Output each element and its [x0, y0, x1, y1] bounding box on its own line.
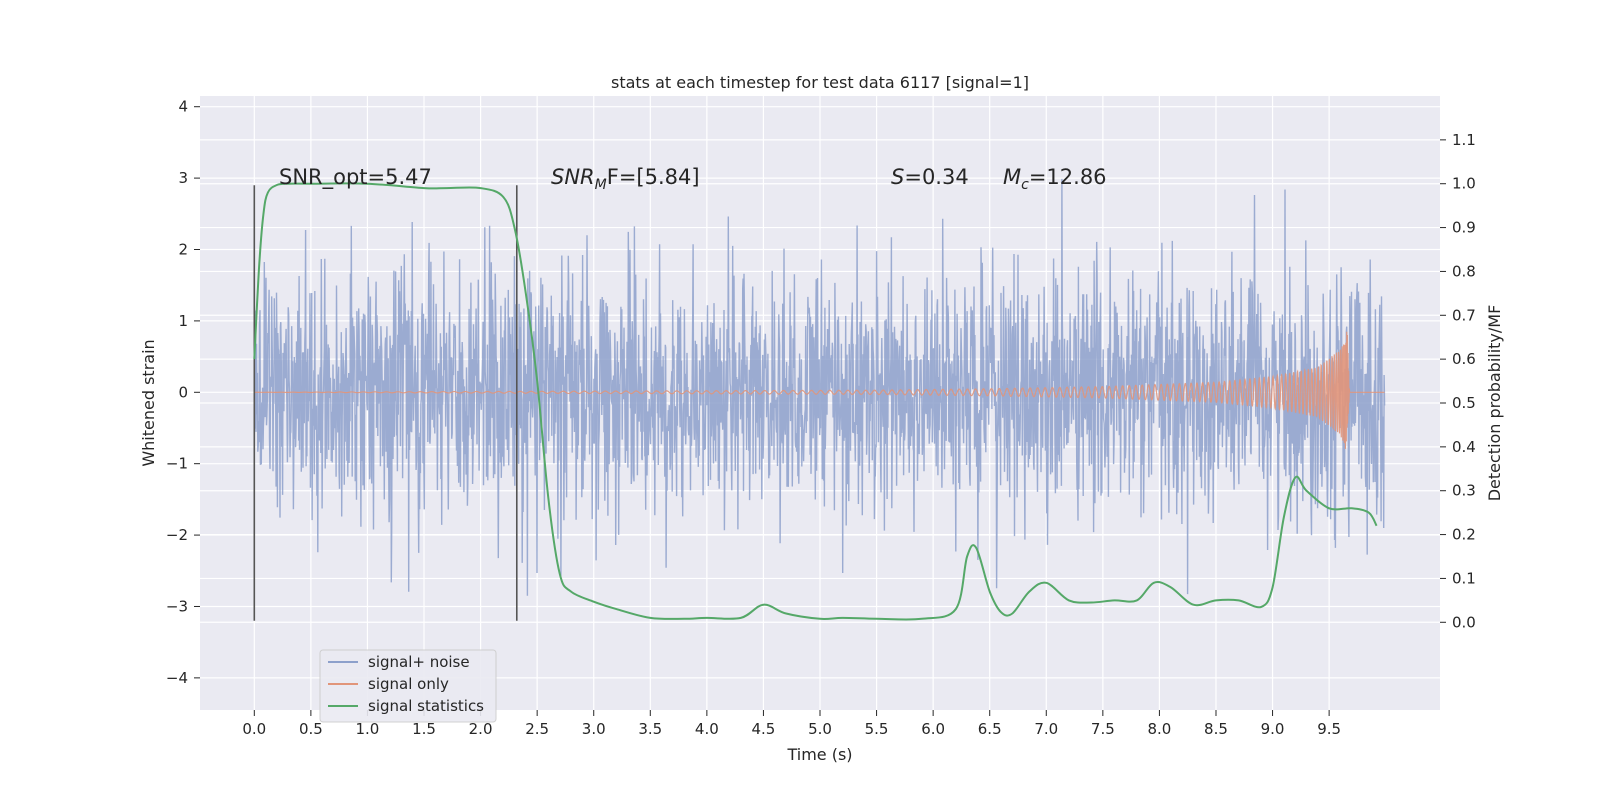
signal-statistics-line: [253, 182, 1378, 621]
y-tick-label-left: −3: [166, 597, 188, 615]
y-tick-label-left: 1: [178, 312, 188, 330]
y-tick-label-left: 4: [178, 98, 188, 116]
annotation-snr-mf-sub: M: [595, 177, 607, 193]
y-tick-label-left: 3: [178, 169, 188, 187]
chart-title: stats at each timestep for test data 611…: [611, 73, 1029, 92]
annotation-mc: Mc=12.86: [1003, 165, 1107, 193]
x-tick-label: 0.5: [299, 720, 323, 738]
annotation-mc-rest: =12.86: [1029, 165, 1107, 189]
x-tick-label: 5.5: [865, 720, 889, 738]
y-tick-label-left: 2: [178, 241, 188, 259]
y-tick-label-right: 0.2: [1452, 526, 1476, 544]
y-tick-label-right: 0.4: [1452, 438, 1476, 456]
x-tick-label: 4.0: [695, 720, 719, 738]
y-tick-label-right: 1.1: [1452, 131, 1476, 149]
annotation-snr-mf-rest: F=[5.84]: [607, 165, 700, 189]
legend-label-signal-statistics: signal statistics: [368, 697, 484, 715]
annotation-s-var: S: [891, 165, 904, 189]
y-axis-label-right: Detection probability/MF: [1485, 305, 1504, 502]
y-tick-label-right: 0.8: [1452, 262, 1476, 280]
annotation-s-rest: =0.34: [904, 165, 968, 189]
annotation-s: S=0.34: [891, 165, 969, 189]
y-tick-label-right: 1.0: [1452, 175, 1476, 193]
x-tick-label: 0.0: [242, 720, 266, 738]
x-tick-label: 2.0: [469, 720, 493, 738]
x-axis-label: Time (s): [786, 745, 852, 764]
signal-only-series: [254, 331, 1385, 449]
y-tick-label-right: 0.7: [1452, 306, 1476, 324]
annotation-snr-opt: SNR_opt=5.47: [279, 165, 432, 190]
x-tick-label: 3.0: [582, 720, 606, 738]
x-tick-label: 9.0: [1261, 720, 1285, 738]
x-tick-label: 8.5: [1204, 720, 1228, 738]
legend-box: [319, 649, 497, 723]
x-tick-label: 2.5: [525, 720, 549, 738]
y-tick-label-right: 0.0: [1452, 613, 1476, 631]
signal-noise-series: [253, 178, 1386, 596]
y-tick-label-right: 0.3: [1452, 482, 1476, 500]
annotation-mc-var: M: [1003, 165, 1021, 189]
legend: signal+ noise signal only signal statist…: [319, 649, 497, 723]
signal-statistics-series: [253, 182, 1378, 621]
y-tick-label-right: 0.9: [1452, 219, 1476, 237]
x-tick-label: 7.0: [1034, 720, 1058, 738]
y-tick-label-left: −1: [166, 455, 188, 473]
legend-label-signal-only: signal only: [368, 675, 449, 693]
x-tick-label: 9.5: [1317, 720, 1341, 738]
x-tick-label: 6.0: [921, 720, 945, 738]
legend-label-signal-noise: signal+ noise: [368, 653, 470, 671]
y-tick-label-right: 0.1: [1452, 569, 1476, 587]
annotation-mc-sub: c: [1021, 177, 1029, 193]
y-axis-label-left: Whitened strain: [139, 339, 158, 466]
y-tick-label-left: 0: [178, 383, 188, 401]
y-tick-label-left: −4: [166, 669, 188, 687]
x-tick-label: 6.5: [978, 720, 1002, 738]
x-tick-label: 3.5: [638, 720, 662, 738]
signal-only-line: [254, 331, 1385, 449]
segment-markers: [253, 185, 518, 621]
x-tick-label: 1.5: [412, 720, 436, 738]
y-tick-label-right: 0.5: [1452, 394, 1476, 412]
x-tick-label: 5.0: [808, 720, 832, 738]
x-tick-label: 4.5: [752, 720, 776, 738]
annotation-snr-mf: SNRMF=[5.84]: [551, 165, 700, 193]
y-tick-label-left: −2: [166, 526, 188, 544]
x-tick-label: 7.5: [1091, 720, 1115, 738]
y-tick-label-right: 0.6: [1452, 350, 1476, 368]
x-tick-label: 8.0: [1147, 720, 1171, 738]
annotation-snr-mf-var: SNR: [551, 165, 595, 189]
signal-noise-line: [253, 178, 1386, 596]
tick-labels: 0.0 0.5 1.0 1.5 2.0 2.5 3.0 3.5 4.0 4.5 5.0 5.5 6.0 6…: [166, 98, 1476, 738]
x-tick-label: 1.0: [356, 720, 380, 738]
